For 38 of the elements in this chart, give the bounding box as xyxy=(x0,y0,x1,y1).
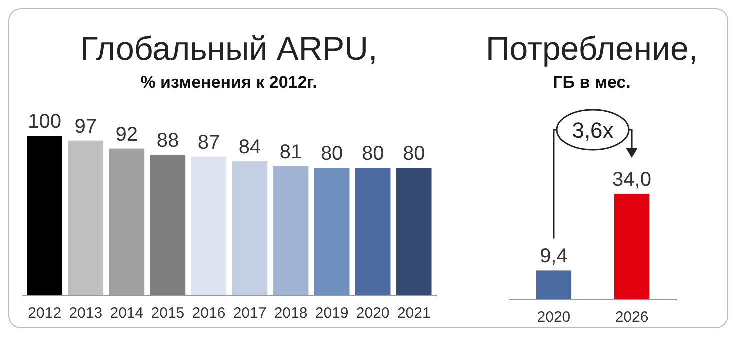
x-tick-label: 2019 xyxy=(315,305,349,322)
text: 3,6x xyxy=(572,118,614,143)
x-tick-label: 2021 xyxy=(397,305,431,322)
bar xyxy=(27,136,63,296)
x-tick-label: 2013 xyxy=(69,305,103,322)
data-label: 88 xyxy=(156,130,180,152)
data-label: 97 xyxy=(74,116,98,138)
bar xyxy=(150,155,186,296)
data-label: 80 xyxy=(403,143,426,165)
chart-title: Глобальный ARPU, xyxy=(80,30,378,67)
x-tick-label: 2014 xyxy=(110,305,144,322)
x-tick-label: 2020 xyxy=(356,305,390,322)
bar xyxy=(355,168,391,296)
x-tick-label: 2012 xyxy=(28,305,62,322)
chart-title: Потребление, xyxy=(486,30,698,67)
data-label: 100 xyxy=(28,111,62,133)
data-label: 87 xyxy=(198,132,220,154)
x-tick-label: 2020 xyxy=(537,309,571,326)
bar xyxy=(314,168,350,296)
data-label: 92 xyxy=(116,124,138,146)
x-tick-label: 2016 xyxy=(192,305,226,322)
bar xyxy=(396,168,432,296)
x-tick-label: 2015 xyxy=(151,305,185,322)
bar xyxy=(68,140,104,296)
x-tick-label: 2018 xyxy=(274,305,308,322)
x-tick-label: 2026 xyxy=(615,309,649,326)
chart-subtitle: % изменения к 2012г. xyxy=(140,73,318,92)
data-label: 9,4 xyxy=(540,246,568,268)
chart-subtitle: ГБ в мес. xyxy=(553,73,631,92)
bar xyxy=(273,166,309,296)
data-label: 80 xyxy=(362,143,384,165)
data-label: 81 xyxy=(280,141,302,164)
bar xyxy=(191,156,227,296)
data-label: 80 xyxy=(320,143,344,165)
data-label: 84 xyxy=(238,136,262,159)
x-tick-label: 2017 xyxy=(233,305,267,322)
bar xyxy=(232,162,268,296)
data-label: 34,0 xyxy=(612,169,652,191)
